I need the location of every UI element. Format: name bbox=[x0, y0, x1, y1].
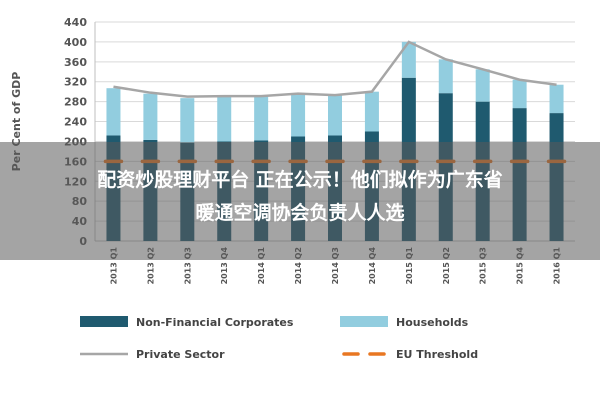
x-tick-label: 2013 Q2 bbox=[146, 247, 155, 284]
bar-households bbox=[217, 96, 232, 142]
bar-households bbox=[180, 98, 195, 143]
x-tick-label: 2013 Q4 bbox=[220, 247, 229, 285]
promo-banner: 配资炒股理财平台 正在公示！他们拟作为广东省 暖通空调协会负责人人选 bbox=[0, 164, 600, 230]
legend-households-swatch bbox=[340, 316, 388, 327]
y-tick-label: 320 bbox=[64, 76, 87, 89]
y-tick-label: 440 bbox=[64, 16, 87, 29]
bar-households bbox=[401, 41, 416, 78]
x-tick-label: 2015 Q3 bbox=[479, 247, 488, 284]
y-tick-label: 240 bbox=[64, 116, 87, 129]
bar-households bbox=[512, 79, 527, 109]
bar-households bbox=[364, 91, 379, 132]
bar-households bbox=[328, 95, 342, 136]
promo-banner-line-2: 暖通空调协会负责人人选 bbox=[195, 202, 405, 224]
x-tick-label: 2016 Q1 bbox=[553, 247, 562, 285]
x-tick-label: 2014 Q2 bbox=[294, 247, 303, 284]
legend-private-sector-label: Private Sector bbox=[136, 348, 225, 361]
promo-overlay bbox=[0, 142, 600, 260]
line-private-sector bbox=[113, 40, 557, 98]
promo-banner-line-1: 配资炒股理财平台 正在公示！他们拟作为广东省 bbox=[97, 169, 503, 191]
x-tick-label: 2013 Q1 bbox=[109, 247, 118, 285]
bar-households bbox=[438, 59, 453, 94]
y-tick-label: 400 bbox=[64, 36, 87, 49]
legend-eu-threshold-label: EU Threshold bbox=[396, 348, 478, 361]
x-tick-label: 2013 Q3 bbox=[183, 247, 192, 284]
bar-households bbox=[143, 93, 158, 140]
bar-households bbox=[254, 96, 269, 141]
x-tick-label: 2014 Q4 bbox=[368, 247, 377, 285]
bar-households bbox=[106, 88, 121, 136]
x-tick-label: 2014 Q1 bbox=[257, 247, 266, 285]
legend-non-financial-corporates-label: Non-Financial Corporates bbox=[136, 316, 294, 329]
x-tick-label: 2015 Q4 bbox=[516, 247, 525, 285]
y-tick-label: 360 bbox=[64, 56, 87, 69]
x-tick-label: 2015 Q1 bbox=[405, 247, 414, 285]
bar-households bbox=[549, 84, 564, 114]
x-tick-label: 2015 Q2 bbox=[442, 247, 451, 284]
x-tick-label: 2014 Q3 bbox=[331, 247, 340, 284]
bar-households bbox=[475, 69, 490, 102]
legend-non-financial-corporates-swatch bbox=[80, 316, 128, 327]
legend-households-label: Households bbox=[396, 316, 469, 329]
y-tick-label: 280 bbox=[64, 96, 87, 109]
bar-households bbox=[291, 93, 306, 137]
